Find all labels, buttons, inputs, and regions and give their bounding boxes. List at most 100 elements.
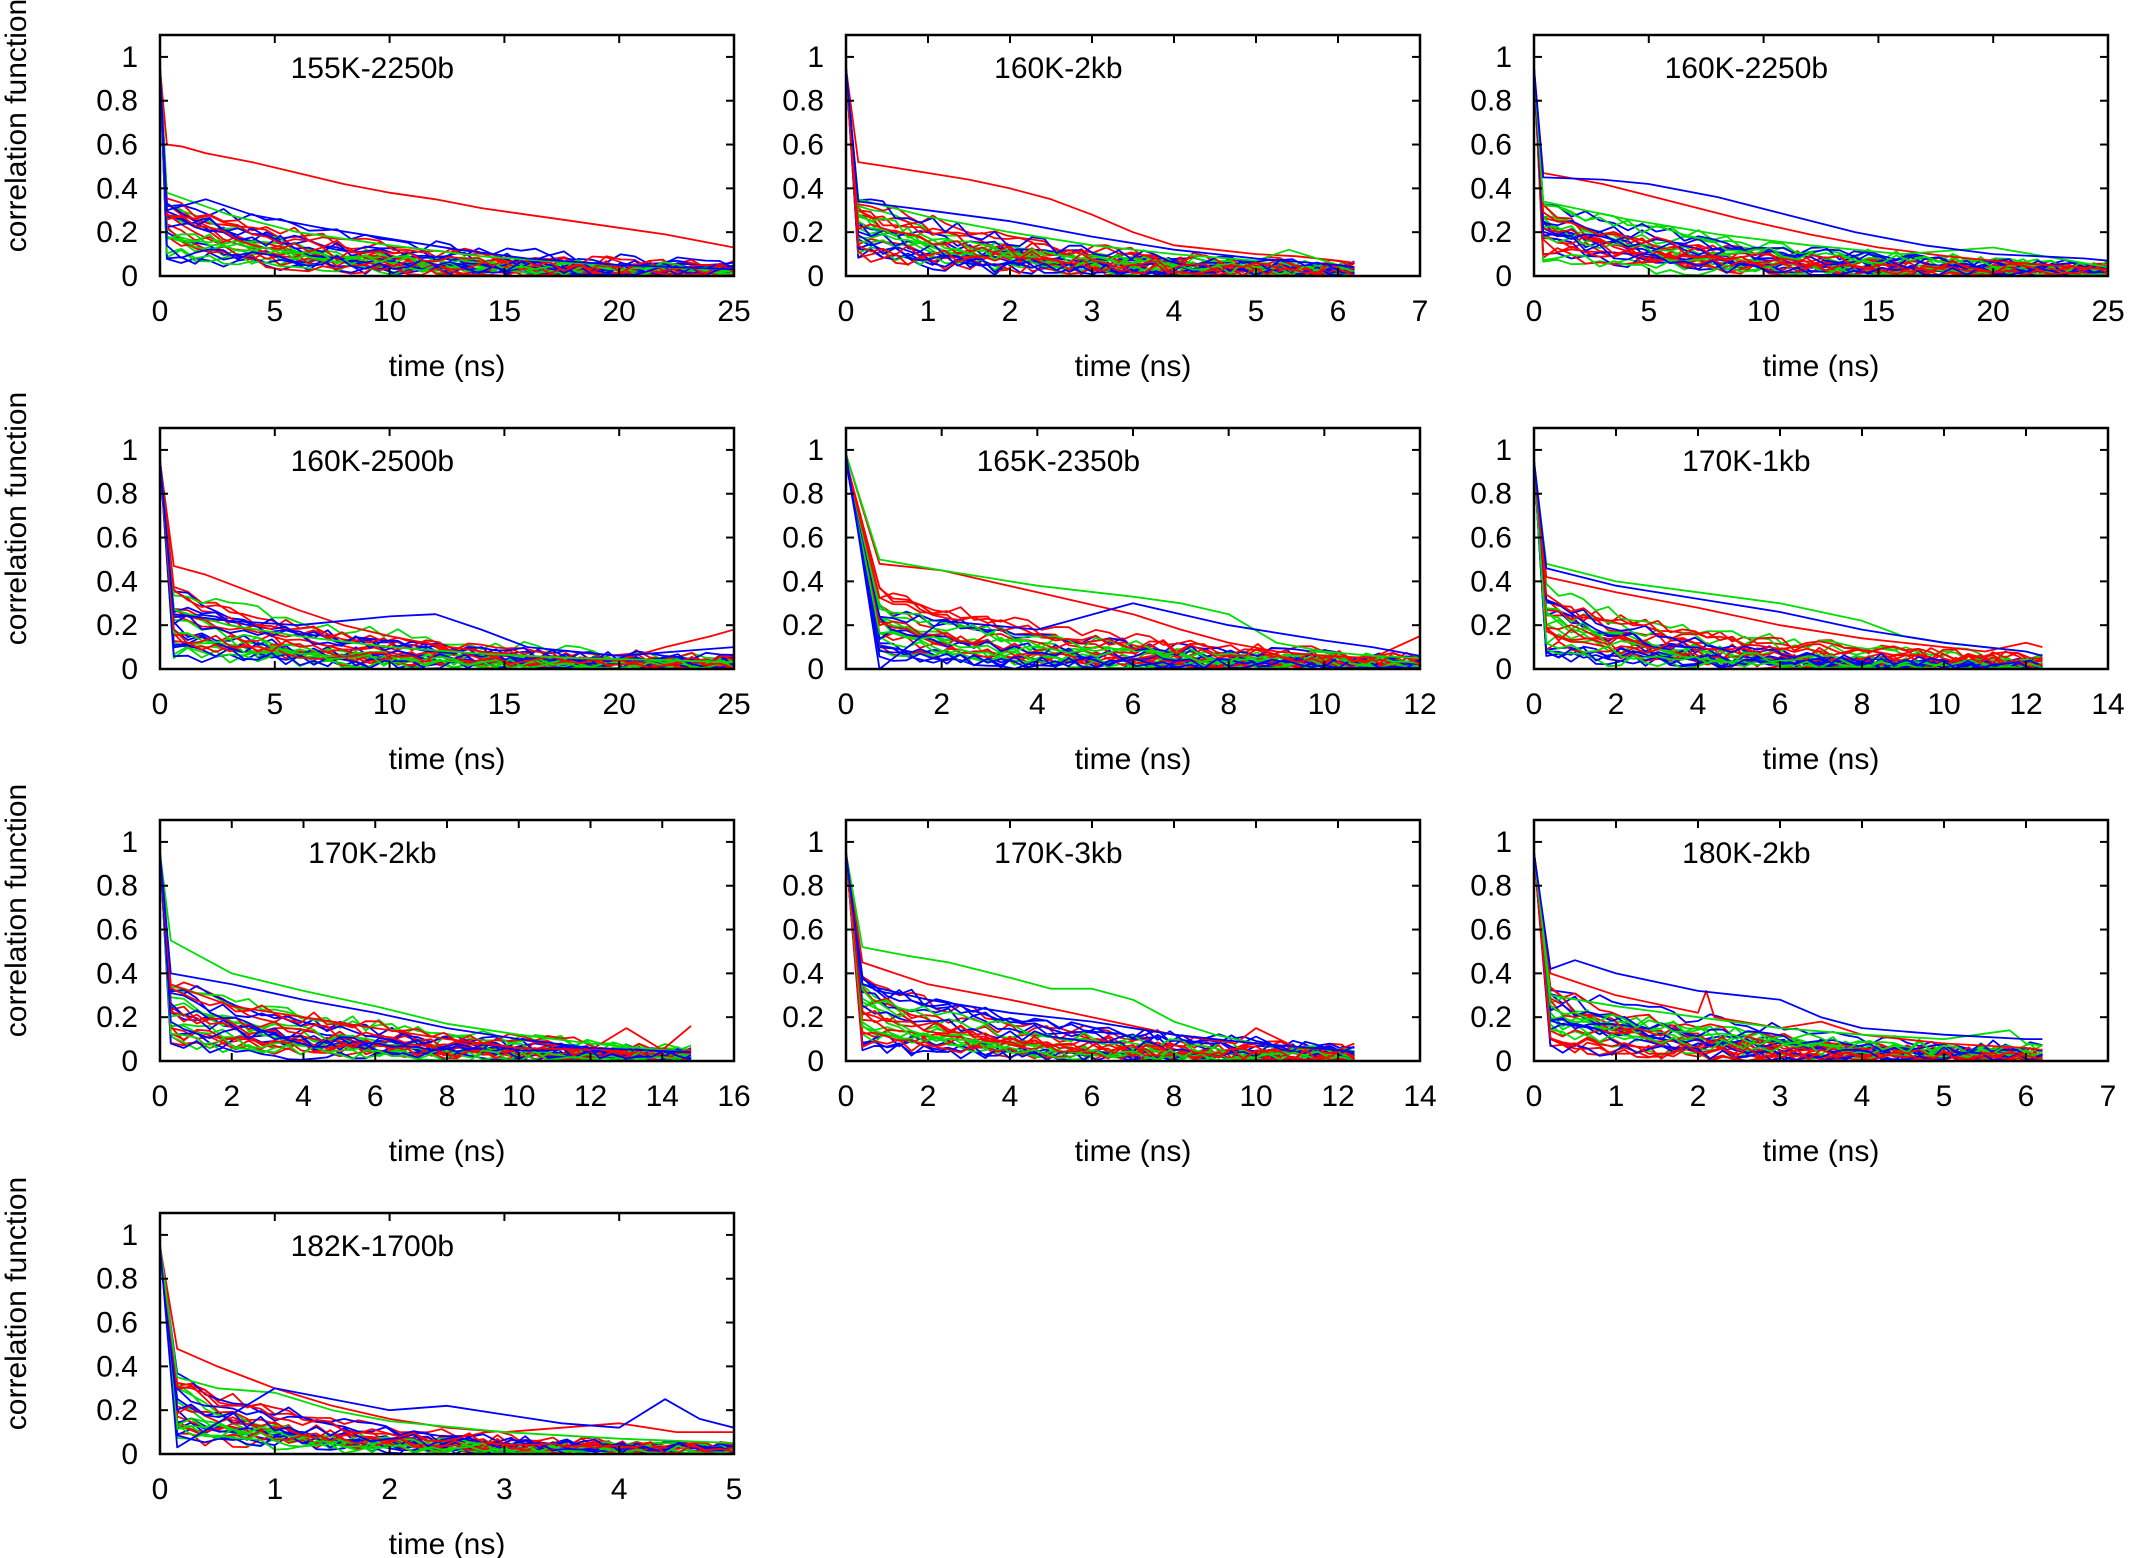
- y-axis-title: correlation function: [0, 1177, 33, 1430]
- panel-7: 0 2 4 6 8 10 12 14 16 0 0.2 0.4 0.6 0.8 1 time (ns) corr…: [0, 784, 751, 1168]
- series-line-blue: [160, 852, 692, 1058]
- x-tick-label: 0: [838, 295, 855, 328]
- x-tick-label: 20: [1977, 295, 2010, 328]
- series-line-blue: [160, 1245, 734, 1454]
- y-axis-title: correlation function: [0, 0, 33, 252]
- plot-frame: [1532, 818, 2110, 1063]
- series-line-blue: [160, 1245, 734, 1454]
- y-tick-label: 0.8: [96, 870, 138, 903]
- series-line-green: [160, 1245, 734, 1454]
- series-line-green: [160, 852, 692, 1061]
- series-line-green: [160, 1245, 734, 1454]
- data-curves: [846, 67, 1355, 276]
- panel-10: 0 1 2 3 4 5 0 0.2 0.4 0.6 0.8 1 time (ns) correlation…: [0, 1177, 742, 1558]
- series-line-blue: [160, 460, 734, 657]
- y-tick-label: 0.6: [1470, 914, 1512, 947]
- data-curves: [1534, 67, 2108, 276]
- y-tick-label: 0.4: [782, 172, 824, 205]
- series-line-blue: [1534, 460, 2043, 669]
- panel-5: 0 2 4 6 8 10 12 0 0.2 0.4 0.6 0.8 1 time (ns) 165K-235…: [782, 426, 1437, 776]
- panel-title: 160K-2kb: [994, 52, 1122, 85]
- series-line-green: [160, 67, 734, 276]
- x-tick-label: 5: [1936, 1080, 1953, 1113]
- series-line-green: [160, 1245, 734, 1454]
- y-tick-label: 0: [121, 1438, 138, 1471]
- x-tick-label: 0: [1526, 1080, 1543, 1113]
- y-tick-label: 0: [807, 653, 824, 686]
- series-line-blue: [160, 852, 692, 1061]
- x-tick-label: 4: [611, 1473, 628, 1506]
- series-line-red: [160, 852, 692, 1061]
- x-tick-label: 4: [1854, 1080, 1871, 1113]
- series-line-blue: [846, 67, 1355, 272]
- x-tick-label: 12: [1403, 688, 1436, 721]
- series-line-blue: [160, 852, 692, 1061]
- series-line-red: [160, 852, 692, 1055]
- x-axis-title: time (ns): [1763, 350, 1880, 383]
- x-tick-label: 6: [2018, 1080, 2035, 1113]
- y-tick-label: 0.6: [96, 522, 138, 555]
- y-tick-label: 0.4: [96, 957, 138, 990]
- x-tick-label: 4: [1002, 1080, 1019, 1113]
- data-curves: [160, 460, 734, 669]
- series-line-blue: [846, 460, 1420, 669]
- series-line-red: [846, 67, 1355, 276]
- series-line-red: [160, 852, 692, 1061]
- x-tick-label: 2: [1690, 1080, 1707, 1113]
- panel-title: 170K-1kb: [1682, 445, 1810, 478]
- series-line-red: [1534, 852, 2043, 1061]
- x-tick-label: 5: [726, 1473, 743, 1506]
- x-tick-label: 6: [1084, 1080, 1101, 1113]
- series-line-green: [846, 454, 1420, 659]
- x-tick-label: 12: [1321, 1080, 1354, 1113]
- x-tick-label: 1: [920, 295, 937, 328]
- panel-title: 170K-3kb: [994, 837, 1122, 870]
- series-line-green: [846, 460, 1420, 668]
- x-tick-label: 6: [367, 1080, 384, 1113]
- y-tick-label: 0.8: [96, 478, 138, 511]
- series-line-green: [846, 67, 1355, 269]
- series-line-blue: [1534, 460, 2043, 669]
- series-line-blue: [160, 1245, 734, 1454]
- y-tick-label: 0: [121, 260, 138, 293]
- x-tick-label: 10: [1747, 295, 1780, 328]
- y-tick-label: 0.2: [96, 609, 138, 642]
- panel-title: 165K-2350b: [977, 445, 1140, 478]
- data-curves: [846, 852, 1356, 1061]
- x-tick-label: 1: [1608, 1080, 1625, 1113]
- y-tick-label: 0.8: [782, 85, 824, 118]
- x-tick-label: 7: [1412, 295, 1429, 328]
- series-line-green: [160, 852, 692, 1061]
- series-line-blue: [160, 1245, 734, 1449]
- y-tick-label: 1: [121, 826, 138, 859]
- series-line-blue: [1534, 460, 2043, 669]
- series-line-red: [160, 1245, 734, 1454]
- x-tick-label: 25: [717, 688, 750, 721]
- series-line-red: [1534, 67, 2108, 276]
- series-line-green: [160, 1245, 734, 1454]
- y-tick-label: 1: [121, 434, 138, 467]
- panel-title: 160K-2500b: [291, 445, 454, 478]
- panel-title: 180K-2kb: [1682, 837, 1810, 870]
- x-tick-label: 2: [223, 1080, 240, 1113]
- y-tick-label: 0: [121, 653, 138, 686]
- y-tick-label: 1: [121, 1219, 138, 1252]
- series-line-red: [160, 67, 734, 249]
- panel-4: 0 5 10 15 20 25 0 0.2 0.4 0.6 0.8 1 time (ns) correla…: [0, 392, 751, 776]
- y-tick-label: 0.2: [782, 216, 824, 249]
- x-axis-title: time (ns): [389, 1135, 506, 1168]
- x-tick-label: 2: [920, 1080, 937, 1113]
- y-tick-label: 0.6: [96, 129, 138, 162]
- x-tick-label: 0: [838, 688, 855, 721]
- x-axis-title: time (ns): [1763, 743, 1880, 776]
- series-line-green: [160, 1245, 734, 1454]
- series-line-blue: [1534, 460, 2043, 657]
- series-line-blue: [160, 460, 734, 669]
- series-line-blue: [160, 460, 734, 663]
- y-tick-label: 0.8: [782, 478, 824, 511]
- x-tick-label: 2: [933, 688, 950, 721]
- y-tick-label: 0: [807, 1045, 824, 1078]
- y-tick-label: 0.2: [1470, 216, 1512, 249]
- x-tick-label: 8: [1220, 688, 1237, 721]
